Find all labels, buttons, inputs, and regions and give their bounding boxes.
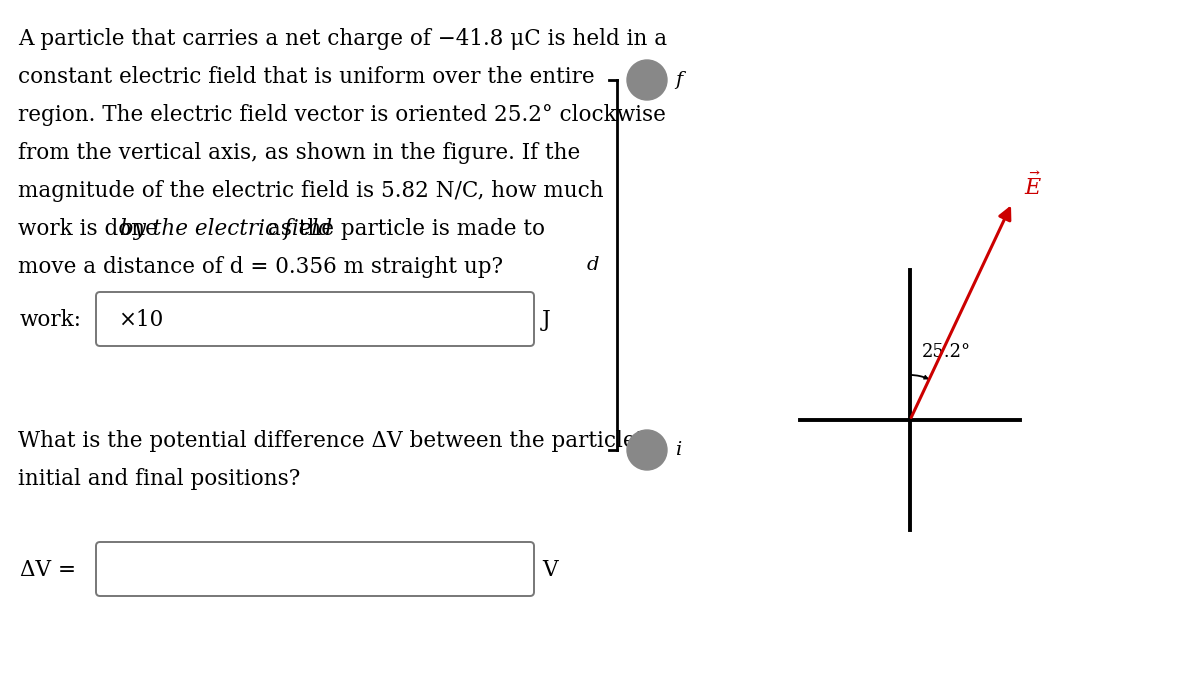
FancyBboxPatch shape (96, 292, 534, 346)
Text: A particle that carries a net charge of −41.8 μC is held in a: A particle that carries a net charge of … (18, 28, 667, 50)
Text: as the particle is made to: as the particle is made to (262, 218, 545, 240)
Text: work is done: work is done (18, 218, 164, 240)
Text: V: V (542, 559, 558, 581)
Text: 25.2°: 25.2° (922, 343, 971, 361)
Text: constant electric field that is uniform over the entire: constant electric field that is uniform … (18, 66, 595, 88)
Circle shape (628, 60, 667, 100)
FancyBboxPatch shape (96, 542, 534, 596)
Text: work:: work: (20, 309, 82, 331)
Text: d: d (587, 256, 599, 274)
Text: ΔV =: ΔV = (20, 559, 76, 581)
Text: What is the potential difference ΔV between the particle's: What is the potential difference ΔV betw… (18, 430, 653, 452)
Text: region. The electric field vector is oriented 25.2° clockwise: region. The electric field vector is ori… (18, 104, 666, 126)
Text: move a distance of d = 0.356 m straight up?: move a distance of d = 0.356 m straight … (18, 256, 503, 278)
Circle shape (628, 430, 667, 470)
Text: by the electric field: by the electric field (120, 218, 332, 240)
Text: $\vec{E}$: $\vec{E}$ (1024, 171, 1043, 199)
Text: i: i (674, 441, 682, 459)
Text: ×10: ×10 (118, 309, 163, 331)
Text: J: J (542, 309, 551, 331)
Text: from the vertical axis, as shown in the figure. If the: from the vertical axis, as shown in the … (18, 142, 581, 164)
Text: initial and final positions?: initial and final positions? (18, 468, 300, 490)
Text: f: f (674, 71, 683, 89)
Text: magnitude of the electric field is 5.82 N/C, how much: magnitude of the electric field is 5.82 … (18, 180, 604, 202)
